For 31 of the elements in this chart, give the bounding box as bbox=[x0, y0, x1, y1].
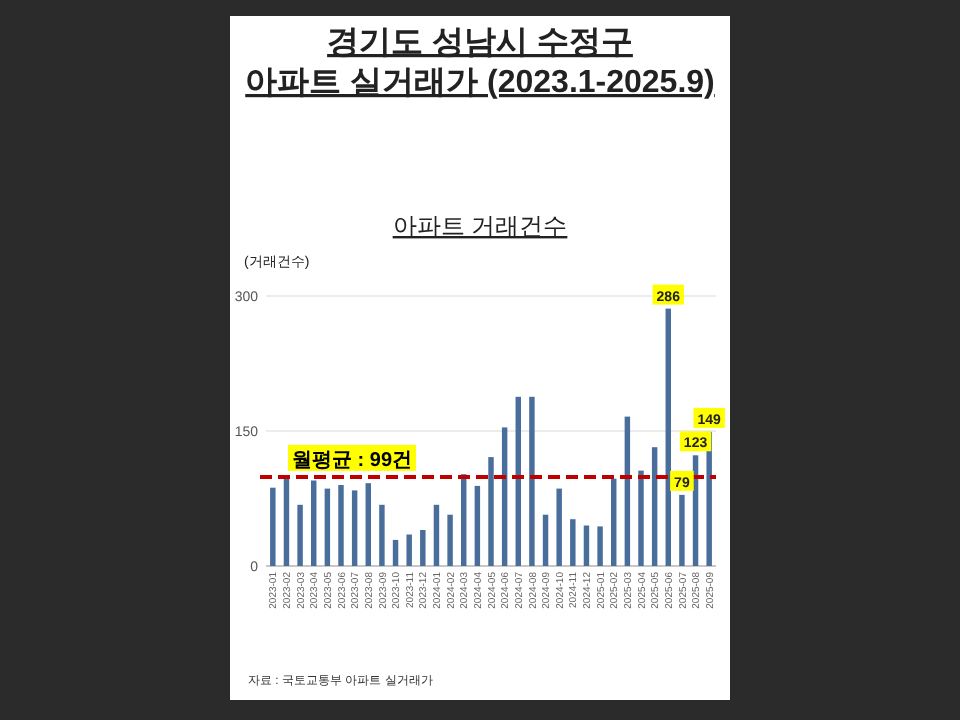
bar bbox=[420, 530, 426, 566]
bar bbox=[529, 396, 535, 566]
bar bbox=[679, 494, 685, 566]
bar bbox=[283, 478, 290, 566]
bar bbox=[324, 488, 331, 566]
bar bbox=[379, 504, 385, 566]
bar bbox=[488, 457, 494, 566]
bar bbox=[583, 525, 590, 566]
bar bbox=[611, 478, 617, 566]
bar bbox=[351, 490, 358, 566]
bar bbox=[392, 539, 399, 566]
bar bbox=[570, 519, 576, 566]
chart-title: 경기도 성남시 수정구 아파트 실거래가 (2023.1-2025.9) bbox=[245, 26, 715, 100]
bar bbox=[433, 504, 440, 566]
bar bbox=[651, 447, 658, 566]
bar bbox=[297, 504, 303, 566]
bar bbox=[501, 427, 508, 566]
bar bbox=[474, 485, 481, 566]
bar bbox=[638, 470, 644, 566]
bar bbox=[597, 526, 603, 566]
ref-line-label: 월평균 : 99건 bbox=[292, 449, 413, 472]
bar bbox=[665, 308, 671, 566]
bar bbox=[270, 487, 276, 566]
bar bbox=[406, 534, 412, 566]
bar bbox=[542, 514, 549, 566]
chart-subtitle: 아파트 거래건수 bbox=[392, 212, 568, 240]
bar bbox=[311, 480, 317, 566]
bar bbox=[447, 514, 453, 566]
bar bbox=[338, 485, 344, 566]
bar bbox=[556, 488, 562, 566]
bar bbox=[365, 483, 371, 566]
